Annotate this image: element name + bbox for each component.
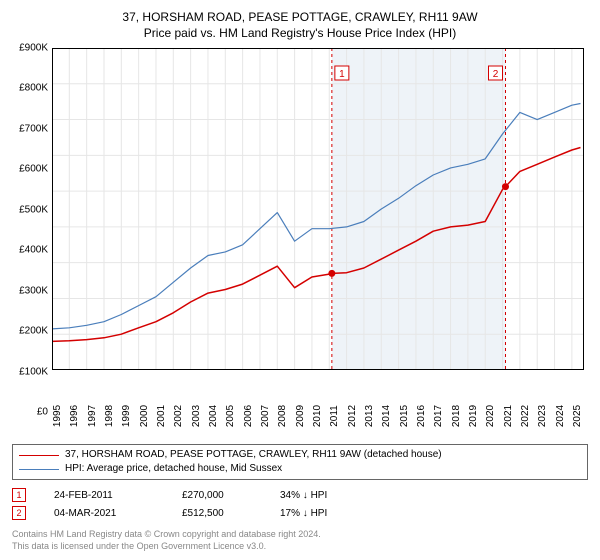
footer-line2: This data is licensed under the Open Gov… <box>12 540 588 552</box>
chart-title: 37, HORSHAM ROAD, PEASE POTTAGE, CRAWLEY… <box>12 10 588 24</box>
sale-row: 1 24-FEB-2011 £270,000 34% ↓ HPI <box>12 486 588 504</box>
x-tick-label: 2004 <box>208 405 219 427</box>
x-tick-label: 2001 <box>156 405 167 427</box>
y-tick-label: £400K <box>19 245 48 256</box>
sale-price: £512,500 <box>182 508 252 519</box>
x-tick-label: 2013 <box>364 405 375 427</box>
x-tick-label: 2010 <box>312 405 323 427</box>
sale-date: 04-MAR-2021 <box>54 508 154 519</box>
x-tick-label: 2011 <box>329 405 340 427</box>
legend-swatch <box>19 469 59 470</box>
y-axis: £0£100K£200K£300K£400K£500K£600K£700K£80… <box>12 48 52 412</box>
y-tick-label: £100K <box>19 366 48 377</box>
x-tick-label: 2005 <box>225 405 236 427</box>
x-tick-label: 2019 <box>468 405 479 427</box>
sale-marker-box: 2 <box>12 506 26 520</box>
sale-pct: 34% ↓ HPI <box>280 490 380 501</box>
x-tick-label: 2009 <box>295 405 306 427</box>
legend: 37, HORSHAM ROAD, PEASE POTTAGE, CRAWLEY… <box>12 444 588 480</box>
plot-svg: 12 <box>52 48 584 370</box>
x-tick-label: 2022 <box>520 405 531 427</box>
x-tick-label: 2000 <box>139 405 150 427</box>
x-tick-label: 1995 <box>52 405 63 427</box>
footer-line1: Contains HM Land Registry data © Crown c… <box>12 528 588 540</box>
x-tick-label: 2015 <box>399 405 410 427</box>
x-tick-label: 2025 <box>572 405 583 427</box>
x-tick-label: 2018 <box>451 405 462 427</box>
sale-row: 2 04-MAR-2021 £512,500 17% ↓ HPI <box>12 504 588 522</box>
x-tick-label: 2021 <box>503 405 514 427</box>
x-tick-label: 2023 <box>537 405 548 427</box>
x-tick-label: 2006 <box>243 405 254 427</box>
legend-swatch <box>19 455 59 456</box>
x-tick-label: 2020 <box>485 405 496 427</box>
footer: Contains HM Land Registry data © Crown c… <box>12 528 588 552</box>
x-tick-label: 1999 <box>121 405 132 427</box>
y-tick-label: £700K <box>19 123 48 134</box>
x-tick-label: 1998 <box>104 405 115 427</box>
x-tick-label: 2016 <box>416 405 427 427</box>
svg-text:2: 2 <box>493 69 499 80</box>
legend-label: HPI: Average price, detached house, Mid … <box>65 462 282 476</box>
y-tick-label: £300K <box>19 285 48 296</box>
y-tick-label: £600K <box>19 164 48 175</box>
sale-price: £270,000 <box>182 490 252 501</box>
sale-marker-box: 1 <box>12 488 26 502</box>
chart-container: 37, HORSHAM ROAD, PEASE POTTAGE, CRAWLEY… <box>0 0 600 560</box>
titles: 37, HORSHAM ROAD, PEASE POTTAGE, CRAWLEY… <box>12 10 588 40</box>
x-tick-label: 2017 <box>433 405 444 427</box>
x-tick-label: 2014 <box>381 405 392 427</box>
x-tick-label: 1997 <box>87 405 98 427</box>
x-tick-label: 2024 <box>555 405 566 427</box>
x-tick-label: 2008 <box>277 405 288 427</box>
x-tick-label: 1996 <box>69 405 80 427</box>
legend-label: 37, HORSHAM ROAD, PEASE POTTAGE, CRAWLEY… <box>65 448 442 462</box>
y-tick-label: £800K <box>19 83 48 94</box>
x-tick-label: 2012 <box>347 405 358 427</box>
legend-item: HPI: Average price, detached house, Mid … <box>19 462 581 476</box>
sales-table: 1 24-FEB-2011 £270,000 34% ↓ HPI 2 04-MAR-202… <box>12 486 588 522</box>
y-tick-label: £900K <box>19 43 48 54</box>
y-tick-label: £200K <box>19 326 48 337</box>
y-tick-label: £500K <box>19 204 48 215</box>
x-tick-label: 2007 <box>260 405 271 427</box>
sale-pct: 17% ↓ HPI <box>280 508 380 519</box>
x-tick-label: 2003 <box>191 405 202 427</box>
sale-date: 24-FEB-2011 <box>54 490 154 501</box>
plot-area: £0 £100K £200K £300K £400K £500K £600K £700K £80… <box>12 48 588 440</box>
x-axis: 1995199619971998199920002001200220032004… <box>52 412 584 440</box>
x-tick-label: 2002 <box>173 405 184 427</box>
svg-text:1: 1 <box>339 69 345 80</box>
chart-subtitle: Price paid vs. HM Land Registry's House … <box>12 26 588 40</box>
legend-item: 37, HORSHAM ROAD, PEASE POTTAGE, CRAWLEY… <box>19 448 581 462</box>
y-tick-label: £0 <box>37 407 48 418</box>
